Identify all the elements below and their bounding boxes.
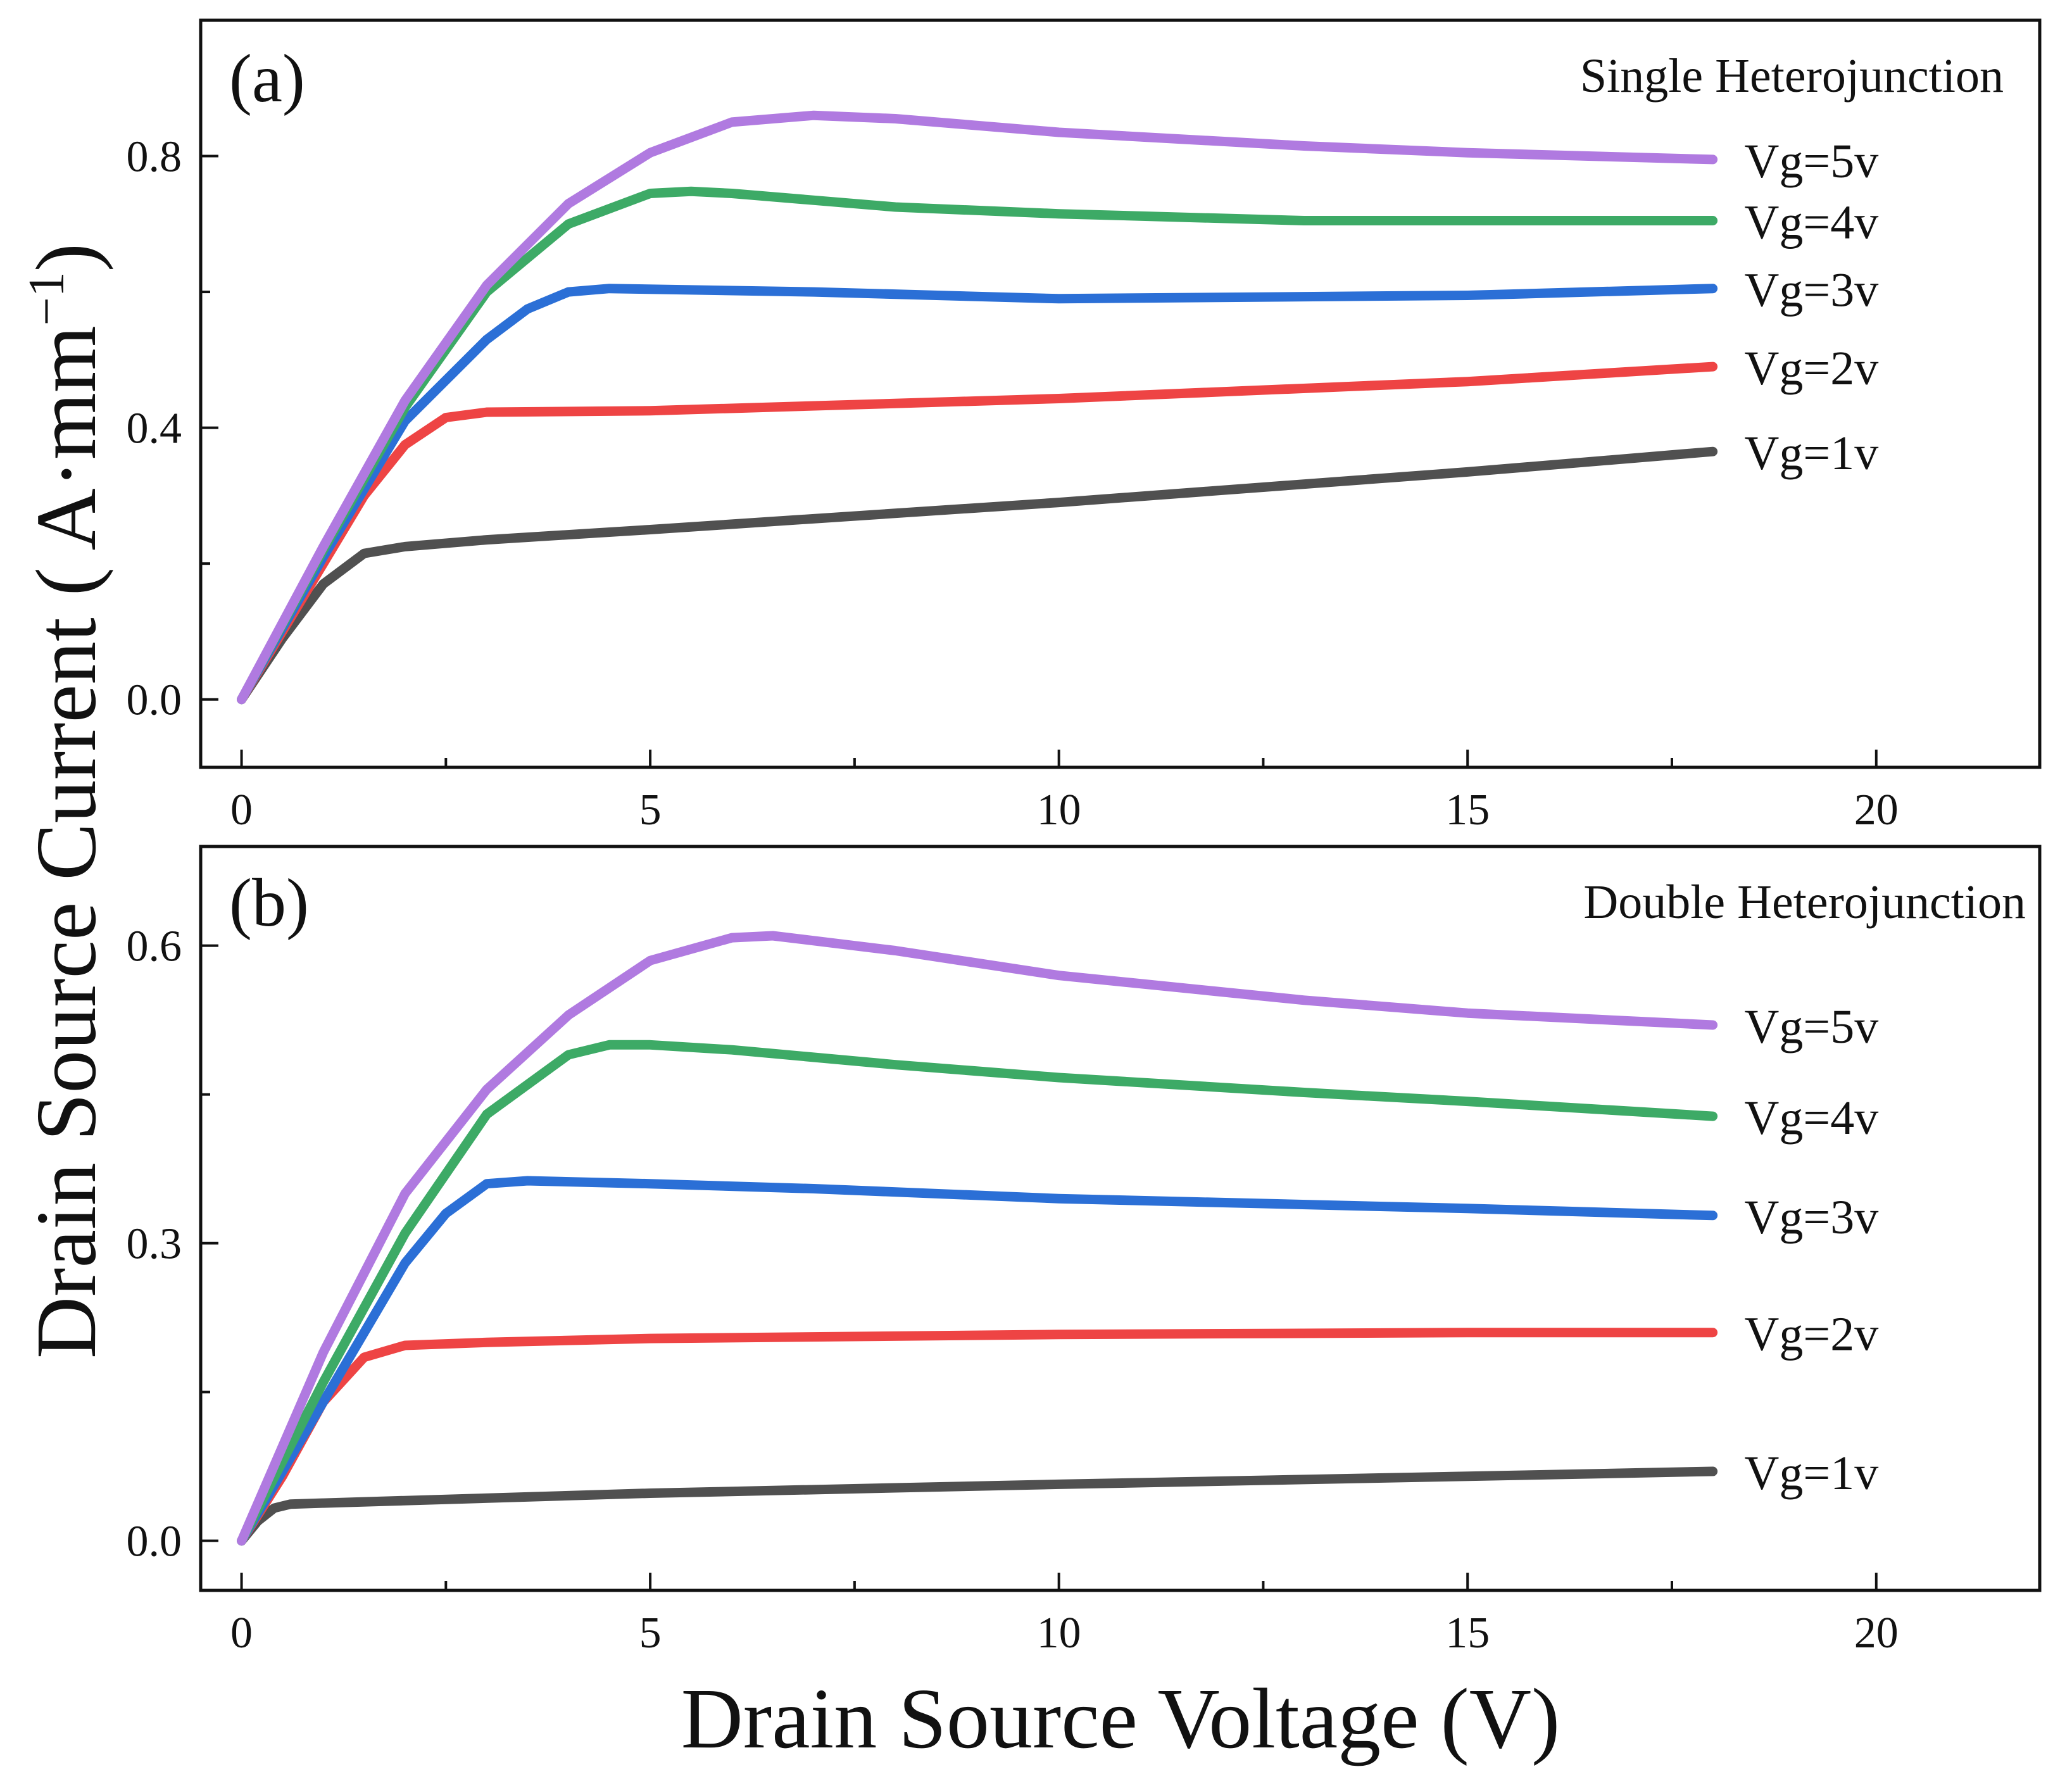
panel-a-series-label-4: Vg=4v bbox=[1745, 196, 1879, 249]
panel-b-x-tick-label: 20 bbox=[1854, 1609, 1899, 1658]
panel-a-single-heterojunction: 0 5 10 15 200.00.40.8 Vg=1vVg=2vVg=3vVg=4vVg… bbox=[127, 18, 2042, 834]
panel-a-series-line-3 bbox=[237, 284, 1718, 705]
y-axis-title-close: ) bbox=[19, 243, 114, 272]
panel-b-series-line-4 bbox=[237, 1040, 1718, 1546]
panel-b-plot-frame bbox=[199, 845, 2042, 1592]
panel-a-x-tick-label: 20 bbox=[1854, 786, 1899, 834]
panel-b-series-label-3: Vg=3v bbox=[1745, 1191, 1879, 1244]
panel-b-x-tick-label: 15 bbox=[1445, 1609, 1490, 1658]
panel-a-tick-labels: 0 5 10 15 20 0.0 0.4 0.8 bbox=[127, 133, 1899, 834]
panel-b-series-label-5: Vg=5v bbox=[1745, 1000, 1879, 1054]
panel-a-y-tick-label: 0.0 bbox=[127, 676, 182, 725]
panel-b-double-heterojunction: 0 5 10 15 200.00.30.6 Vg=1vVg=2vVg=3vVg=4vVg… bbox=[127, 845, 2042, 1658]
panel-b-series-line-5 bbox=[237, 931, 1718, 1546]
panel-b-y-tick-label: 0.0 bbox=[127, 1518, 182, 1566]
panel-a-y-tick-label: 0.4 bbox=[127, 405, 182, 453]
panel-a-title: Single Heterojunction bbox=[1580, 49, 2004, 103]
panel-b-title: Double Heterojunction bbox=[1583, 876, 2026, 929]
panel-b-series-label-1: Vg=1v bbox=[1745, 1447, 1879, 1500]
y-axis-title-main: Drain Source Current ( A·mm bbox=[19, 325, 114, 1359]
x-axis-title: Drain Source Voltage (V) bbox=[681, 1671, 1560, 1766]
panel-b-series-line-2 bbox=[237, 1328, 1718, 1546]
panel-a-x-tick-label: 15 bbox=[1445, 786, 1490, 834]
panel-b-series-label-4: Vg=4v bbox=[1745, 1091, 1879, 1145]
panel-b-tag: (b) bbox=[229, 865, 309, 941]
panel-b-series bbox=[237, 931, 1718, 1546]
panel-a-y-tick-label: 0.8 bbox=[127, 133, 182, 182]
panel-a-series-line-4 bbox=[237, 186, 1718, 705]
panel-a-series-labels: Vg=1v Vg=2v Vg=3v Vg=4v Vg=5v bbox=[1745, 135, 1879, 480]
panel-a-series-label-3: Vg=3v bbox=[1745, 264, 1879, 317]
panel-b-y-tick-label: 0.6 bbox=[127, 922, 182, 971]
panel-a-series-label-1: Vg=1v bbox=[1745, 427, 1879, 480]
y-axis-title-superscript: −1 bbox=[19, 272, 75, 325]
panel-b-x-tick-label: 0 bbox=[230, 1609, 253, 1658]
panel-b-series-labels: Vg=1v Vg=2v Vg=3v Vg=4v Vg=5v bbox=[1745, 1000, 1879, 1500]
panel-a-plot-frame bbox=[199, 18, 2042, 769]
panel-a-series-line-1 bbox=[237, 446, 1718, 705]
panel-a-x-tick-label: 0 bbox=[230, 786, 253, 834]
panel-a-series-label-2: Vg=2v bbox=[1745, 342, 1879, 395]
panel-b-series-label-2: Vg=2v bbox=[1745, 1308, 1879, 1361]
panel-a-series-line-2 bbox=[237, 362, 1718, 705]
panel-a-series bbox=[237, 110, 1718, 705]
panel-a-ticks bbox=[201, 154, 1878, 767]
panel-b-x-tick-label: 5 bbox=[639, 1609, 662, 1658]
panel-a-series-label-5: Vg=5v bbox=[1745, 135, 1879, 188]
y-axis-title: Drain Source Current ( A·mm−1) bbox=[19, 243, 114, 1359]
panel-b-series-line-3 bbox=[237, 1176, 1718, 1546]
panel-a-series-line-5 bbox=[237, 110, 1718, 705]
panel-b-x-tick-label: 10 bbox=[1037, 1609, 1081, 1658]
panel-a-tag: (a) bbox=[229, 41, 305, 116]
panel-b-series-line-1 bbox=[237, 1466, 1718, 1546]
panel-a-x-tick-label: 5 bbox=[639, 786, 662, 834]
panel-b-ticks bbox=[201, 944, 1878, 1590]
panel-b-y-tick-label: 0.3 bbox=[127, 1220, 182, 1269]
panel-b-tick-labels: 0 5 10 15 20 0.0 0.3 0.6 bbox=[127, 922, 1899, 1658]
panel-a-x-tick-label: 10 bbox=[1037, 786, 1081, 834]
